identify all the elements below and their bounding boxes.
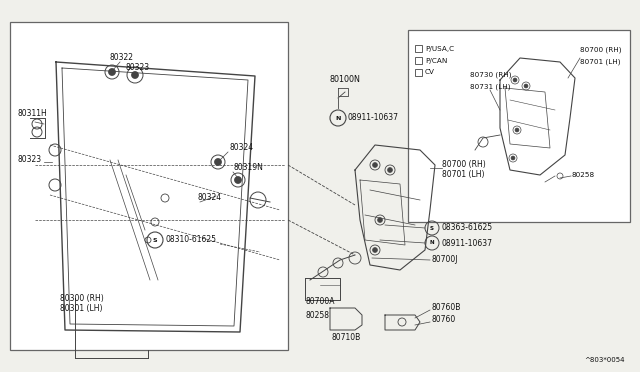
Circle shape bbox=[131, 71, 138, 78]
Circle shape bbox=[378, 218, 383, 222]
Circle shape bbox=[214, 158, 221, 166]
Text: 80700 (RH): 80700 (RH) bbox=[442, 160, 486, 170]
Text: S: S bbox=[430, 225, 434, 231]
Bar bbox=[415, 57, 422, 64]
Text: P/CAN: P/CAN bbox=[425, 58, 447, 64]
Circle shape bbox=[109, 68, 115, 76]
Text: N: N bbox=[335, 115, 340, 121]
Circle shape bbox=[513, 78, 517, 82]
Text: 80300 (RH): 80300 (RH) bbox=[60, 294, 104, 302]
Text: 80760: 80760 bbox=[432, 315, 456, 324]
Text: 80258: 80258 bbox=[305, 311, 329, 321]
Text: 80322: 80322 bbox=[110, 52, 134, 61]
Text: 80323: 80323 bbox=[126, 64, 150, 73]
Bar bbox=[415, 45, 422, 52]
Circle shape bbox=[372, 163, 378, 167]
Circle shape bbox=[511, 156, 515, 160]
Text: 80258: 80258 bbox=[572, 172, 595, 178]
Circle shape bbox=[234, 176, 241, 183]
Text: 80700 (RH): 80700 (RH) bbox=[580, 47, 621, 53]
Text: S: S bbox=[153, 237, 157, 243]
Text: 80324: 80324 bbox=[230, 144, 254, 153]
Circle shape bbox=[515, 128, 519, 132]
Text: 80700J: 80700J bbox=[432, 256, 458, 264]
Text: 80730 (RH): 80730 (RH) bbox=[470, 72, 511, 78]
Text: N: N bbox=[429, 241, 435, 246]
Circle shape bbox=[372, 247, 378, 253]
Text: 80700A: 80700A bbox=[305, 298, 335, 307]
Bar bbox=[10, 22, 288, 350]
Circle shape bbox=[387, 167, 392, 173]
Text: 80100N: 80100N bbox=[330, 76, 361, 84]
Bar bbox=[415, 69, 422, 76]
Text: 80710B: 80710B bbox=[332, 333, 361, 341]
Text: CV: CV bbox=[425, 70, 435, 76]
Text: 08310-61625: 08310-61625 bbox=[165, 235, 216, 244]
Text: 08363-61625: 08363-61625 bbox=[441, 224, 492, 232]
Text: 08911-10637: 08911-10637 bbox=[348, 113, 399, 122]
Circle shape bbox=[524, 84, 528, 88]
Text: P/USA,C: P/USA,C bbox=[425, 45, 454, 51]
Text: 80323: 80323 bbox=[18, 155, 42, 164]
Text: 08911-10637: 08911-10637 bbox=[441, 238, 492, 247]
Bar bbox=[408, 30, 630, 222]
Text: 80301 (LH): 80301 (LH) bbox=[60, 304, 102, 312]
Text: 80760B: 80760B bbox=[432, 304, 461, 312]
Text: 80319N: 80319N bbox=[233, 164, 263, 173]
Text: 80701 (LH): 80701 (LH) bbox=[442, 170, 484, 180]
Text: 80731 (LH): 80731 (LH) bbox=[470, 84, 511, 90]
Text: 80311H: 80311H bbox=[18, 109, 48, 118]
Text: 80324: 80324 bbox=[198, 193, 222, 202]
Text: 80701 (LH): 80701 (LH) bbox=[580, 59, 621, 65]
Text: ^803*0054: ^803*0054 bbox=[584, 357, 625, 363]
